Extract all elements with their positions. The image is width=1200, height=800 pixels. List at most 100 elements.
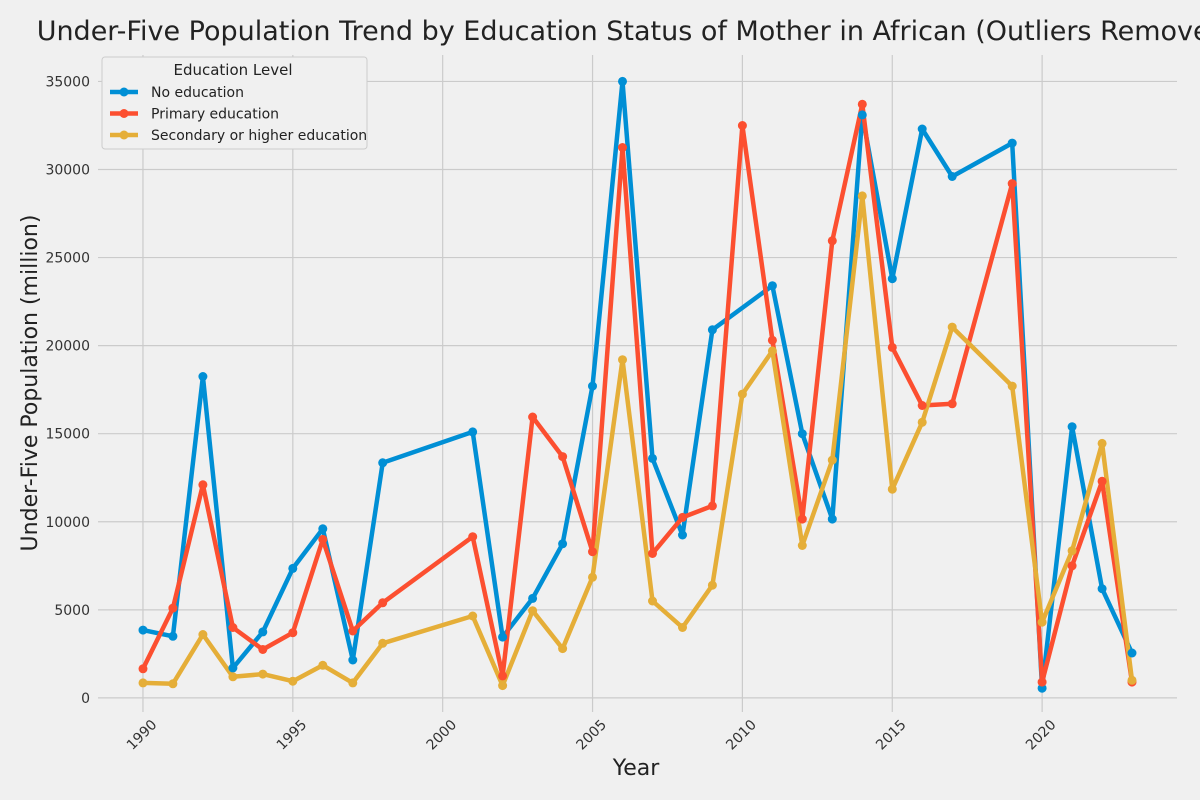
x-tick-label: 1990 [124, 717, 161, 754]
legend-label: Secondary or higher education [151, 128, 367, 144]
data-point [618, 355, 627, 365]
data-point [168, 603, 178, 613]
data-point [318, 660, 328, 670]
data-point [198, 630, 208, 639]
data-point [767, 335, 777, 345]
data-point [1097, 584, 1107, 594]
data-point [618, 76, 627, 86]
data-point [468, 532, 478, 542]
data-point [797, 429, 807, 439]
legend-box [101, 56, 368, 150]
data-point [887, 274, 897, 284]
data-point [678, 623, 687, 632]
legend-swatch-marker [119, 109, 129, 118]
series-line-1 [140, 102, 1135, 685]
series-line-0 [142, 79, 1135, 691]
data-point [468, 611, 478, 621]
data-point [1067, 546, 1077, 556]
data-point [618, 143, 627, 152]
data-point [827, 514, 837, 524]
y-axis-title: Under-Five Population (million) [18, 215, 43, 552]
y-tick-label: 25000 [45, 251, 90, 267]
data-point [917, 401, 927, 410]
data-point [767, 281, 777, 291]
data-point [678, 530, 687, 540]
data-point [258, 627, 268, 637]
x-tick-label: 2005 [573, 717, 610, 754]
y-tick-label: 0 [81, 691, 90, 707]
data-point [498, 632, 508, 642]
data-point [737, 121, 747, 130]
data-point [228, 623, 238, 632]
data-point [947, 172, 957, 181]
legend: Education Level No education Primary educ… [101, 56, 368, 150]
data-point [1097, 476, 1107, 486]
data-point [558, 452, 568, 462]
y-tick-label: 35000 [45, 74, 90, 90]
data-point [378, 598, 388, 608]
data-point [797, 541, 807, 550]
data-point [767, 346, 777, 356]
data-point [648, 453, 657, 463]
data-point [857, 191, 867, 201]
x-tick-label: 2010 [723, 717, 760, 754]
x-tick-labels: 1990 1995 2000 2005 2010 2015 2020 [124, 717, 1060, 754]
data-point [1037, 617, 1047, 627]
data-point [168, 631, 178, 641]
data-point [348, 626, 358, 636]
x-tick-label: 2020 [1023, 717, 1060, 754]
data-point [138, 664, 148, 674]
data-point [378, 638, 388, 648]
data-point [528, 606, 538, 616]
data-point [228, 663, 238, 673]
data-point [648, 596, 657, 606]
data-point [1007, 138, 1017, 148]
data-point [1127, 675, 1137, 685]
data-point [1127, 648, 1137, 658]
data-point [378, 458, 388, 468]
data-point [1097, 438, 1107, 448]
legend-items: No education Primary education Secondary o… [110, 85, 367, 144]
data-point [288, 563, 298, 573]
data-point [588, 547, 597, 557]
data-point [138, 625, 148, 635]
data-point [558, 539, 568, 549]
x-tick-label: 2000 [424, 717, 461, 754]
y-tick-label: 10000 [45, 515, 90, 531]
y-tick-labels: 0 5000 10000 15000 20000 25000 30000 35000 [45, 74, 90, 706]
data-point [737, 389, 747, 399]
data-point [827, 455, 837, 465]
data-point [258, 645, 268, 654]
data-point [468, 427, 478, 437]
y-tick-label: 15000 [45, 427, 90, 443]
y-tick-label: 30000 [45, 162, 90, 178]
data-point [348, 678, 358, 688]
data-point [648, 549, 657, 558]
chart-title: Under-Five Population Trend by Education… [37, 16, 1200, 47]
data-point [797, 514, 807, 524]
data-point [588, 572, 597, 582]
data-point [707, 325, 717, 335]
data-point [1007, 179, 1017, 189]
series-points [138, 76, 1137, 693]
legend-swatch-marker [119, 130, 129, 140]
data-point [1067, 422, 1077, 432]
data-point [827, 236, 837, 246]
y-tick-label: 5000 [54, 603, 90, 619]
data-point [947, 322, 957, 332]
data-point [138, 678, 148, 688]
data-point [528, 593, 538, 603]
legend-swatch-marker [119, 87, 129, 97]
legend-title: Education Level [173, 61, 292, 79]
legend-label: No education [151, 85, 244, 101]
data-point [1067, 561, 1077, 571]
data-point [707, 580, 717, 590]
data-point [857, 110, 867, 120]
data-point [318, 524, 328, 534]
data-point [558, 644, 568, 654]
data-point [707, 501, 717, 511]
data-point [498, 671, 508, 681]
data-point [288, 676, 298, 686]
data-point [258, 669, 268, 679]
